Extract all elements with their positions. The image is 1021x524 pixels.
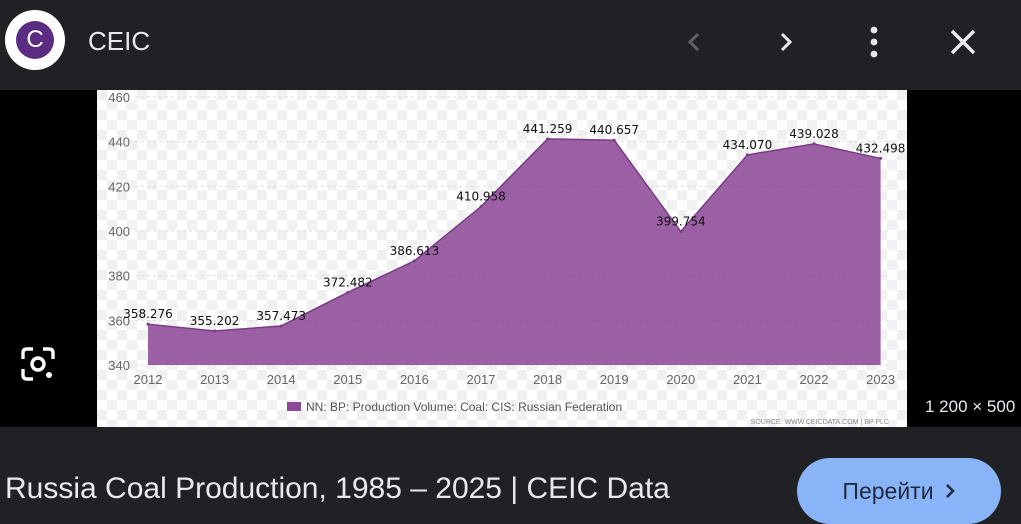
data-point[interactable] [279,324,283,328]
next-button[interactable] [760,20,810,64]
x-tick-label: 2023 [866,372,895,387]
close-button[interactable] [938,20,988,64]
x-tick-label: 2018 [533,372,562,387]
more-options-button[interactable] [849,20,899,64]
y-tick-label: 420 [108,179,130,194]
data-label: 358.276 [123,307,173,321]
x-tick-label: 2020 [666,372,695,387]
y-tick-label: 440 [108,135,130,150]
close-icon [950,29,976,55]
x-tick-label: 2021 [733,372,762,387]
data-label: 357.473 [256,309,306,323]
chart-source: SOURCE: WWW.CEICDATA.COM | BP PLC [751,419,889,426]
data-label: 355.202 [190,314,240,328]
y-tick-label: 460 [108,90,130,105]
data-point[interactable] [346,290,350,294]
x-tick-label: 2016 [400,372,429,387]
site-name[interactable]: CEIC [88,26,151,56]
top-bar: C CEIC [0,0,1021,90]
legend-swatch [287,402,301,411]
visit-button-label: Перейти [842,477,934,504]
result-title[interactable]: Russia Coal Production, 1985 – 2025 | CE… [5,472,670,505]
x-tick-label: 2017 [467,372,496,387]
forward-arrow-icon [780,32,793,52]
visit-button[interactable]: Перейти [797,458,1001,524]
data-point[interactable] [879,156,883,160]
google-lens-icon [21,347,55,381]
series-area [148,138,881,365]
data-label: 399.754 [656,215,706,229]
y-tick-label: 360 [108,313,130,328]
data-label: 434.070 [723,138,773,152]
series-line [147,138,881,332]
data-point[interactable] [213,329,217,333]
more-vert-icon [870,26,878,58]
image-dimensions: 1 200 × 500 [925,397,1016,416]
site-logo[interactable]: C [5,10,65,70]
data-label: 440.657 [589,123,639,137]
x-tick-label: 2019 [600,372,629,387]
data-label: 372.482 [323,275,373,289]
x-tick-label: 2014 [267,372,296,387]
previous-button[interactable] [670,20,720,64]
result-footer: Russia Coal Production, 1985 – 2025 | CE… [0,427,1021,524]
data-label: 441.259 [523,122,573,136]
data-point[interactable] [146,322,150,326]
legend-label: NN: BP: Production Volume: Coal: CIS: Ru… [306,400,622,414]
data-label: 432.498 [856,141,906,155]
chevron-right-icon [945,484,955,498]
data-label: 386.613 [390,244,440,258]
site-logo-letter: C [16,21,54,59]
chart-area-series [146,137,883,365]
y-tick-label: 400 [108,224,130,239]
data-point[interactable] [412,259,416,263]
data-label: 439.028 [789,127,839,141]
data-point[interactable] [479,205,483,209]
data-labels: 358.276 355.202 357.473 372.482 386.613 410.9… [123,122,905,328]
y-tick-label: 380 [108,269,130,284]
x-tick-label: 2013 [200,372,229,387]
y-axis: 340 360 380 400 420 440 460 [108,90,130,373]
data-point[interactable] [612,138,616,142]
back-arrow-icon [687,32,700,52]
x-tick-label: 2015 [333,372,362,387]
data-label: 410.958 [456,190,506,204]
data-point[interactable] [812,142,816,146]
data-point[interactable] [745,153,749,157]
x-axis: 2012 2013 2014 2015 2016 2017 2018 2019 2020 2021… [134,372,896,387]
x-tick-label: 2022 [800,372,829,387]
data-point[interactable] [679,230,683,234]
google-lens-button[interactable] [18,344,58,384]
data-point[interactable] [546,137,550,141]
chart-legend[interactable]: NN: BP: Production Volume: Coal: CIS: Ru… [287,400,622,414]
image-viewer: 340 360 380 400 420 440 460 2012 2013 2014 2015 20… [0,90,1021,427]
y-tick-label: 340 [108,358,130,373]
x-tick-label: 2012 [134,372,163,387]
